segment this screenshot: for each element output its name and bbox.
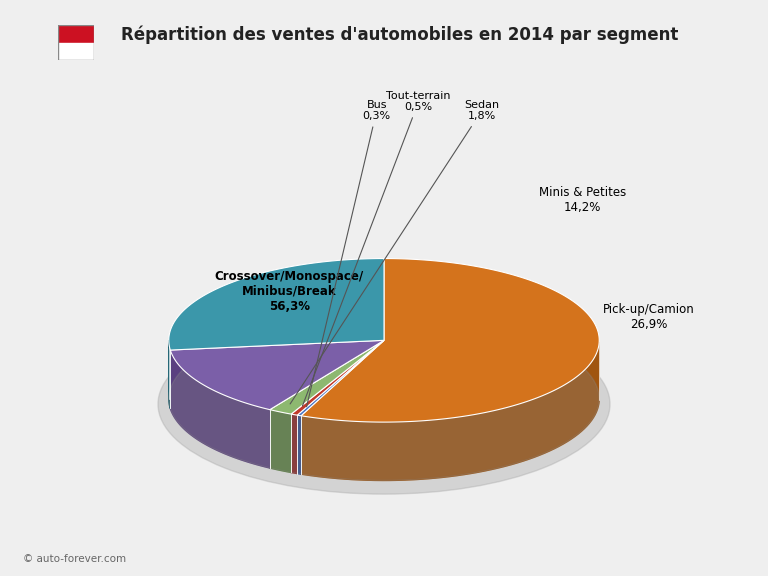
Polygon shape	[301, 342, 599, 480]
Polygon shape	[291, 414, 297, 473]
Text: Répartition des ventes d'automobiles en 2014 par segment: Répartition des ventes d'automobiles en …	[121, 26, 678, 44]
Text: Sedan
1,8%: Sedan 1,8%	[290, 100, 499, 404]
Text: Pick-up/Camion
26,9%: Pick-up/Camion 26,9%	[603, 302, 694, 331]
Polygon shape	[169, 340, 170, 408]
Polygon shape	[170, 350, 270, 468]
PathPatch shape	[291, 340, 384, 415]
PathPatch shape	[301, 259, 599, 422]
Ellipse shape	[158, 314, 610, 494]
Ellipse shape	[169, 317, 599, 480]
Polygon shape	[270, 410, 291, 472]
PathPatch shape	[270, 340, 384, 414]
Bar	[58, 25, 94, 43]
PathPatch shape	[170, 340, 384, 410]
Text: Minis & Petites
14,2%: Minis & Petites 14,2%	[539, 186, 626, 214]
Text: © auto-forever.com: © auto-forever.com	[23, 554, 126, 563]
Polygon shape	[297, 415, 301, 474]
PathPatch shape	[297, 340, 384, 416]
Text: Bus
0,3%: Bus 0,3%	[306, 100, 391, 407]
Text: Tout-terrain
0,5%: Tout-terrain 0,5%	[303, 91, 451, 406]
Bar	[58, 43, 94, 60]
Text: Crossover/Monospace/
Minibus/Break
56,3%: Crossover/Monospace/ Minibus/Break 56,3%	[214, 270, 364, 313]
PathPatch shape	[169, 259, 384, 350]
